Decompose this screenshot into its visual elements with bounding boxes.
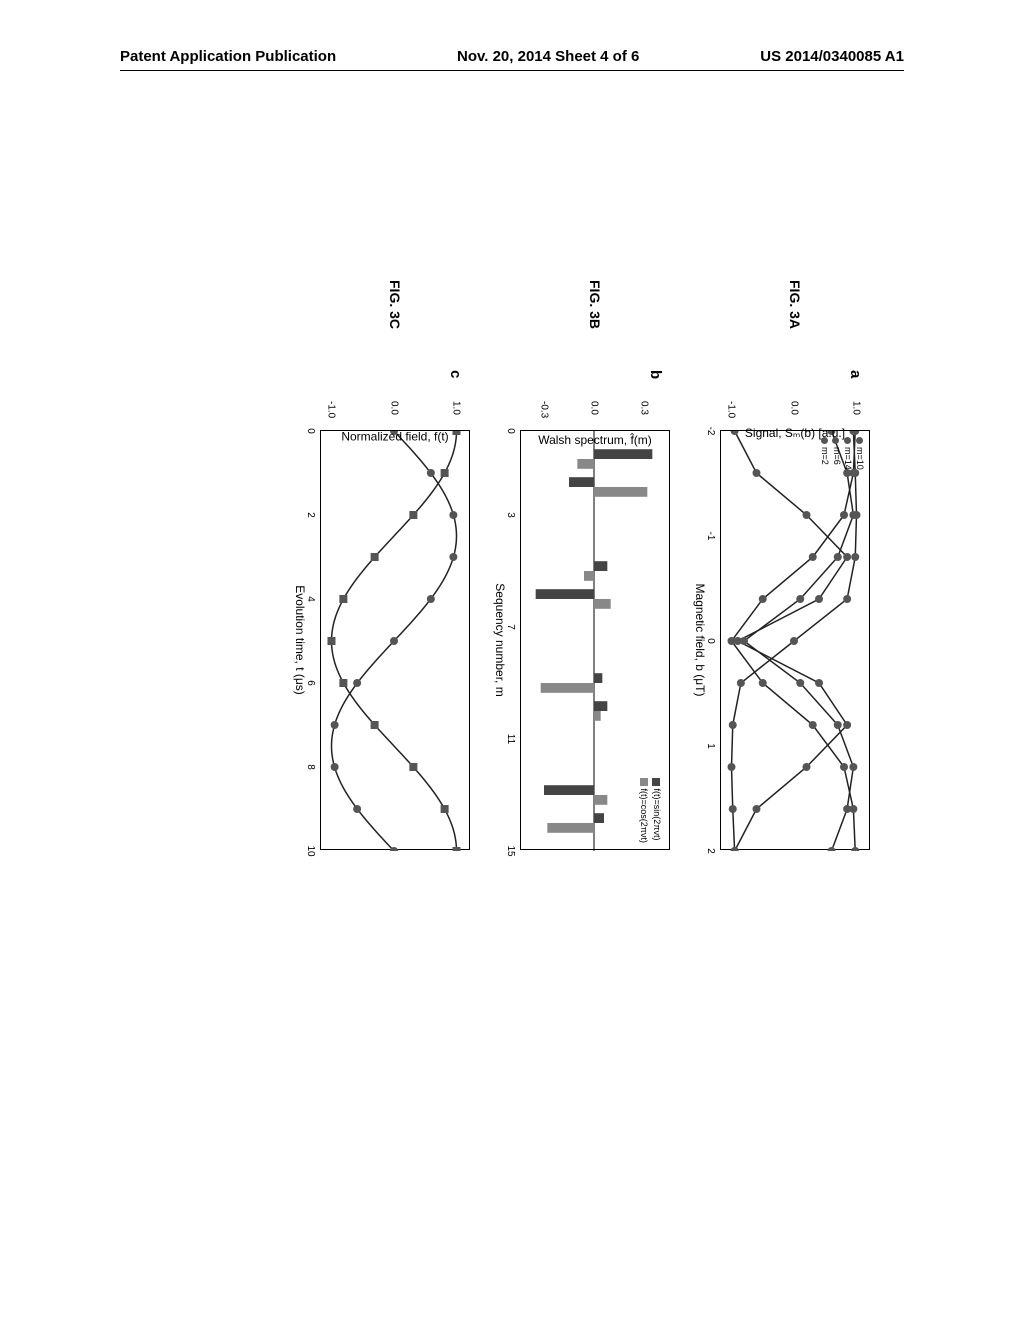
legend-a: m=10 m=14 m=6 m=2 bbox=[818, 437, 865, 470]
dot-icon bbox=[844, 437, 851, 444]
dot-icon bbox=[821, 437, 828, 444]
fig-label-b: FIG. 3B bbox=[587, 280, 603, 329]
header-left: Patent Application Publication bbox=[120, 48, 336, 65]
fig-label-a: FIG. 3A bbox=[787, 280, 803, 329]
svg-c bbox=[319, 431, 469, 851]
swatch-icon bbox=[640, 778, 648, 786]
dot-icon bbox=[833, 437, 840, 444]
header-divider bbox=[120, 70, 904, 71]
figure-area: FIG. 3A a Signal, Sₘ(b) [a.u.] Magnetic … bbox=[170, 390, 870, 910]
panel-letter-a: a bbox=[847, 370, 864, 378]
header-center: Nov. 20, 2014 Sheet 4 of 6 bbox=[457, 48, 639, 65]
panel-a: FIG. 3A a Signal, Sₘ(b) [a.u.] Magnetic … bbox=[720, 390, 870, 910]
panel-letter-b: b bbox=[647, 370, 664, 379]
panel-letter-c: c bbox=[447, 370, 464, 378]
ylabel-c: Normalized field, f(t) bbox=[341, 430, 448, 444]
svg-a bbox=[719, 431, 869, 851]
panel-c: FIG. 3C c Normalized field, f(t) Evoluti… bbox=[320, 390, 470, 910]
ylabel-b: Walsh spectrum, f̂(m) bbox=[538, 433, 652, 447]
legend-b: f(t)=sin(2πνt) f(t)=cos(2πνt) bbox=[638, 778, 663, 843]
xlabel-b: Sequency number, m bbox=[493, 583, 507, 696]
dot-icon bbox=[856, 437, 863, 444]
swatch-icon bbox=[652, 778, 660, 786]
page-header: Patent Application Publication Nov. 20, … bbox=[0, 48, 1024, 65]
fig-label-c: FIG. 3C bbox=[387, 280, 403, 329]
panel-b: FIG. 3B b Walsh spectrum, f̂(m) Sequency… bbox=[520, 390, 670, 910]
chart-a: Signal, Sₘ(b) [a.u.] Magnetic field, b (… bbox=[720, 430, 870, 850]
chart-b: Walsh spectrum, f̂(m) Sequency number, m… bbox=[520, 430, 670, 850]
chart-c: Normalized field, f(t) Evolution time, t… bbox=[320, 430, 470, 850]
header-right: US 2014/0340085 A1 bbox=[760, 48, 904, 65]
